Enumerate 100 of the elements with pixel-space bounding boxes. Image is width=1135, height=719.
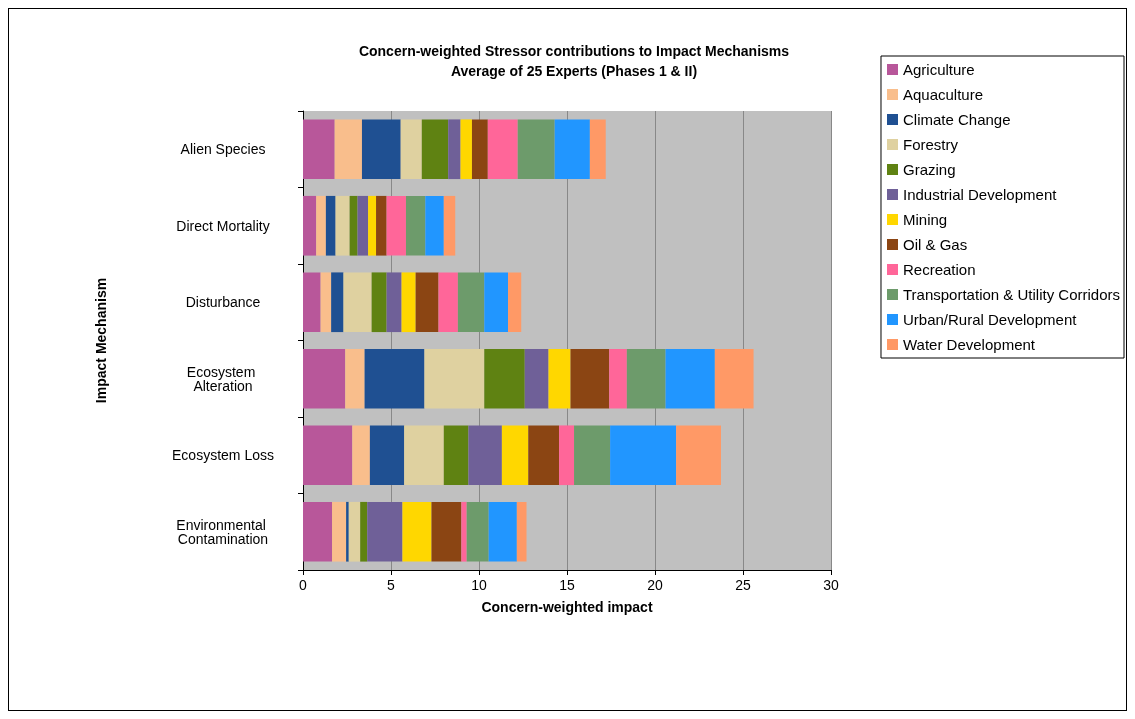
bar bbox=[360, 501, 368, 562]
bar bbox=[559, 425, 575, 486]
bar bbox=[376, 195, 387, 256]
bar bbox=[402, 501, 432, 562]
x-tick-label: 10 bbox=[471, 577, 487, 593]
bar bbox=[400, 119, 422, 180]
bar bbox=[508, 272, 522, 333]
y-tick-label: Ecosystem Alteration bbox=[186, 363, 260, 394]
bar bbox=[371, 272, 387, 333]
bar bbox=[548, 348, 571, 409]
bar bbox=[352, 425, 370, 486]
bar bbox=[303, 501, 333, 562]
bar bbox=[361, 119, 401, 180]
bar bbox=[331, 272, 344, 333]
bar bbox=[610, 425, 677, 486]
bar bbox=[367, 501, 403, 562]
bar bbox=[303, 425, 353, 486]
bar bbox=[471, 119, 488, 180]
bar bbox=[484, 348, 525, 409]
legend-label: Transportation & Utility Corridors bbox=[902, 286, 1121, 303]
bar bbox=[438, 272, 458, 333]
bar bbox=[316, 195, 326, 256]
bar bbox=[346, 501, 349, 562]
bar bbox=[421, 119, 449, 180]
bar bbox=[303, 272, 321, 333]
legend-label: Agriculture bbox=[902, 61, 975, 78]
x-tick-label: 25 bbox=[735, 577, 751, 593]
x-tick-label: 15 bbox=[559, 577, 575, 593]
y-tick-label: Environmental Contamination bbox=[176, 516, 270, 547]
bar bbox=[364, 348, 425, 409]
bar bbox=[369, 425, 405, 486]
bar bbox=[415, 272, 439, 333]
legend-label: Urban/Rural Development bbox=[902, 311, 1078, 328]
bar bbox=[460, 119, 472, 180]
x-axis-title: Concern-weighted impact bbox=[481, 599, 653, 615]
y-tick-label: Ecosystem Loss bbox=[172, 447, 274, 464]
bar bbox=[528, 425, 560, 486]
bar bbox=[626, 348, 666, 409]
x-tick-label: 5 bbox=[387, 577, 396, 593]
bar bbox=[665, 348, 715, 409]
y-tick-label: Alien Species bbox=[180, 141, 266, 158]
x-tick-label: 30 bbox=[823, 577, 839, 593]
legend-label: Mining bbox=[902, 211, 948, 228]
bar bbox=[320, 272, 332, 333]
bar bbox=[484, 272, 509, 333]
bar bbox=[386, 195, 406, 256]
bar bbox=[404, 425, 444, 486]
bar bbox=[714, 348, 754, 409]
bar bbox=[448, 119, 461, 180]
bar bbox=[609, 348, 627, 409]
y-axis-title: Impact Mechanism bbox=[93, 277, 109, 404]
bar bbox=[357, 195, 369, 256]
legend-label: Aquaculture bbox=[902, 86, 984, 103]
bar bbox=[589, 119, 606, 180]
bar bbox=[303, 119, 335, 180]
bar bbox=[424, 348, 485, 409]
bar bbox=[468, 425, 502, 486]
y-tick-label: Disturbance bbox=[185, 294, 261, 311]
x-tick-label: 0 bbox=[299, 577, 308, 593]
bar bbox=[386, 272, 402, 333]
bar bbox=[554, 119, 590, 180]
x-tick-label: 20 bbox=[647, 577, 663, 593]
bar bbox=[574, 425, 611, 486]
bar bbox=[524, 348, 549, 409]
bar bbox=[334, 119, 362, 180]
bar bbox=[405, 195, 426, 256]
bar bbox=[516, 501, 527, 562]
bar bbox=[461, 501, 467, 562]
chart-subtitle: Average of 25 Experts (Phases 1 & II) bbox=[450, 63, 698, 79]
legend-label: Oil & Gas bbox=[902, 236, 968, 253]
bar bbox=[325, 195, 336, 256]
bar bbox=[335, 195, 350, 256]
bar bbox=[431, 501, 462, 562]
bar bbox=[488, 501, 517, 562]
legend-label: Water Development bbox=[902, 336, 1036, 353]
legend-label: Industrial Development bbox=[902, 186, 1058, 203]
bar bbox=[303, 195, 317, 256]
bar bbox=[349, 195, 358, 256]
bar bbox=[368, 195, 377, 256]
y-tick-label: Direct Mortality bbox=[176, 217, 270, 234]
legend-label: Climate Change bbox=[902, 111, 1011, 128]
bar bbox=[303, 348, 346, 409]
legend-label: Recreation bbox=[902, 261, 976, 278]
chart-title: Concern-weighted Stressor contributions to Impact Mechanisms bbox=[358, 43, 790, 59]
bar bbox=[332, 501, 347, 562]
bar bbox=[343, 272, 372, 333]
bar bbox=[348, 501, 361, 562]
legend-label: Forestry bbox=[902, 136, 959, 153]
bar bbox=[345, 348, 365, 409]
bar bbox=[570, 348, 610, 409]
legend-label: Grazing bbox=[902, 161, 956, 178]
bar bbox=[425, 195, 444, 256]
bar bbox=[443, 195, 456, 256]
bar bbox=[466, 501, 489, 562]
bar bbox=[443, 425, 469, 486]
bar bbox=[517, 119, 555, 180]
bar bbox=[457, 272, 485, 333]
bar bbox=[487, 119, 518, 180]
bar bbox=[401, 272, 416, 333]
bar bbox=[676, 425, 721, 486]
